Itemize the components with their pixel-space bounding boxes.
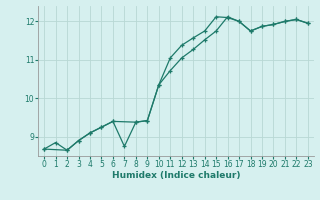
X-axis label: Humidex (Indice chaleur): Humidex (Indice chaleur) bbox=[112, 171, 240, 180]
